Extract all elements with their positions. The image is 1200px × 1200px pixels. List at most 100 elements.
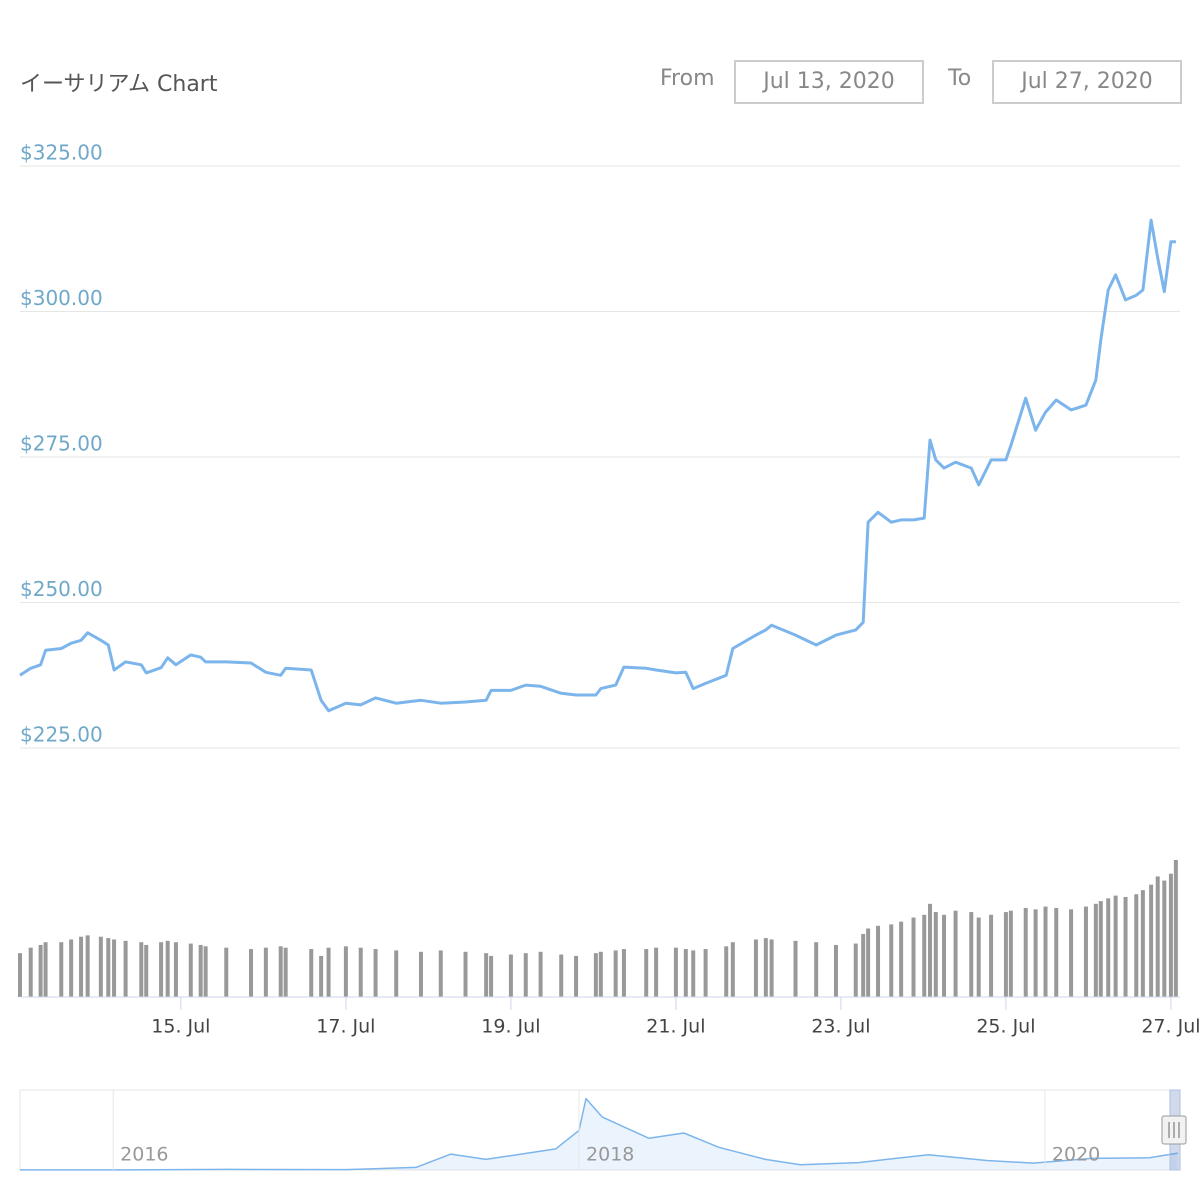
- volume-bar: [769, 939, 774, 997]
- volume-bar: [691, 950, 696, 997]
- volume-bar: [523, 953, 528, 997]
- to-date-input[interactable]: Jul 27, 2020: [992, 60, 1182, 104]
- volume-bar: [1003, 912, 1008, 997]
- volume-bar: [43, 942, 48, 997]
- volume-bar: [394, 950, 399, 997]
- volume-bar: [144, 944, 149, 997]
- volume-bar: [621, 949, 626, 997]
- x-tick-label: 21. Jul: [646, 1016, 705, 1038]
- volume-bar: [463, 951, 468, 997]
- volume-bar: [319, 955, 324, 997]
- volume-bar: [1069, 909, 1074, 997]
- line: [19, 218, 1176, 713]
- volume-bar: [598, 951, 603, 997]
- volume-bar: [574, 955, 579, 997]
- navigator-tick-label: 2020: [1052, 1144, 1100, 1166]
- volume-bar: [928, 903, 933, 997]
- volume-bar: [198, 944, 203, 997]
- volume-bar: [989, 914, 994, 997]
- x-tick-label: 23. Jul: [811, 1016, 870, 1038]
- navigator-tick-label: 2018: [586, 1144, 634, 1166]
- y-tick-label: $250.00: [20, 577, 103, 601]
- volume-bar: [538, 951, 543, 997]
- volume-bar: [593, 953, 598, 997]
- volume-bar: [654, 947, 659, 997]
- volume-bar: [123, 940, 128, 997]
- volume-bar: [793, 940, 798, 997]
- volume-bar: [814, 942, 819, 997]
- volume-bar: [326, 947, 331, 997]
- x-tick-label: 25. Jul: [976, 1016, 1035, 1038]
- volume-bar: [438, 950, 443, 997]
- volume-bar: [1155, 876, 1160, 997]
- volume-bar: [833, 944, 838, 997]
- navigator-tick-label: 2016: [120, 1144, 168, 1166]
- x-tick-label: 15. Jul: [151, 1016, 210, 1038]
- volume-bar: [876, 925, 881, 997]
- volume-bar: [263, 947, 268, 997]
- volume-bar: [98, 936, 103, 997]
- volume-bar: [139, 942, 144, 997]
- volume-bar: [224, 947, 229, 997]
- volume-bar: [1134, 894, 1139, 997]
- from-label: From: [660, 66, 715, 91]
- volume-bar: [1093, 903, 1098, 997]
- volume-bar: [976, 917, 981, 997]
- volume-bar: [165, 940, 170, 997]
- volume-bar: [1043, 906, 1048, 997]
- volume-bar: [358, 947, 363, 997]
- volume-bar: [309, 949, 314, 997]
- volume-bar: [559, 954, 564, 997]
- volume-bar: [1149, 884, 1154, 997]
- y-tick-label: $275.00: [20, 432, 103, 456]
- volume-bar: [1083, 906, 1088, 997]
- volume-bar: [343, 946, 348, 997]
- volume-bar: [508, 954, 513, 997]
- volume-bar: [899, 921, 904, 997]
- y-tick-label: $300.00: [20, 286, 103, 310]
- volume-bar: [1162, 880, 1167, 997]
- to-label: To: [948, 66, 972, 91]
- volume-bar: [922, 914, 927, 997]
- chart-title: イーサリアム Chart: [20, 72, 218, 97]
- volume-bar: [1008, 910, 1013, 997]
- volume-bar: [1123, 896, 1128, 997]
- volume-bar: [703, 949, 708, 997]
- x-tick-label: 27. Jul: [1141, 1016, 1200, 1038]
- volume-bar: [911, 917, 916, 997]
- volume-bar: [38, 944, 43, 997]
- volume-bar: [373, 949, 378, 997]
- volume-bar: [69, 939, 74, 997]
- volume-bar: [203, 946, 208, 997]
- x-tick-label: 19. Jul: [481, 1016, 540, 1038]
- volume-bar: [283, 947, 288, 997]
- volume-bar: [1168, 873, 1173, 997]
- volume-bar: [173, 942, 178, 997]
- volume-bar: [112, 939, 117, 997]
- volume-bar: [673, 947, 678, 997]
- volume-bar: [59, 942, 64, 997]
- volume-bar: [1023, 907, 1028, 997]
- volume-bar: [644, 949, 649, 997]
- volume-bar: [853, 943, 858, 997]
- line: [20, 1097, 1178, 1171]
- area: [20, 1098, 1178, 1170]
- volume-bar: [1054, 907, 1059, 997]
- volume-bar: [763, 938, 768, 997]
- volume-bar: [489, 955, 494, 997]
- volume-bar: [79, 936, 84, 997]
- volume-bar: [188, 943, 193, 997]
- volume-bar: [933, 912, 938, 997]
- volume-bar: [159, 942, 164, 997]
- volume-bar: [730, 942, 735, 997]
- volume-bar: [1113, 895, 1118, 997]
- volume-bar: [861, 933, 866, 997]
- y-tick-label: $225.00: [20, 723, 103, 747]
- from-date-input[interactable]: Jul 13, 2020: [734, 60, 924, 104]
- volume-bar: [724, 946, 729, 997]
- volume-bar: [484, 953, 489, 997]
- volume-bar: [1033, 909, 1038, 997]
- volume-bar: [85, 935, 90, 997]
- volume-bar: [1140, 890, 1145, 997]
